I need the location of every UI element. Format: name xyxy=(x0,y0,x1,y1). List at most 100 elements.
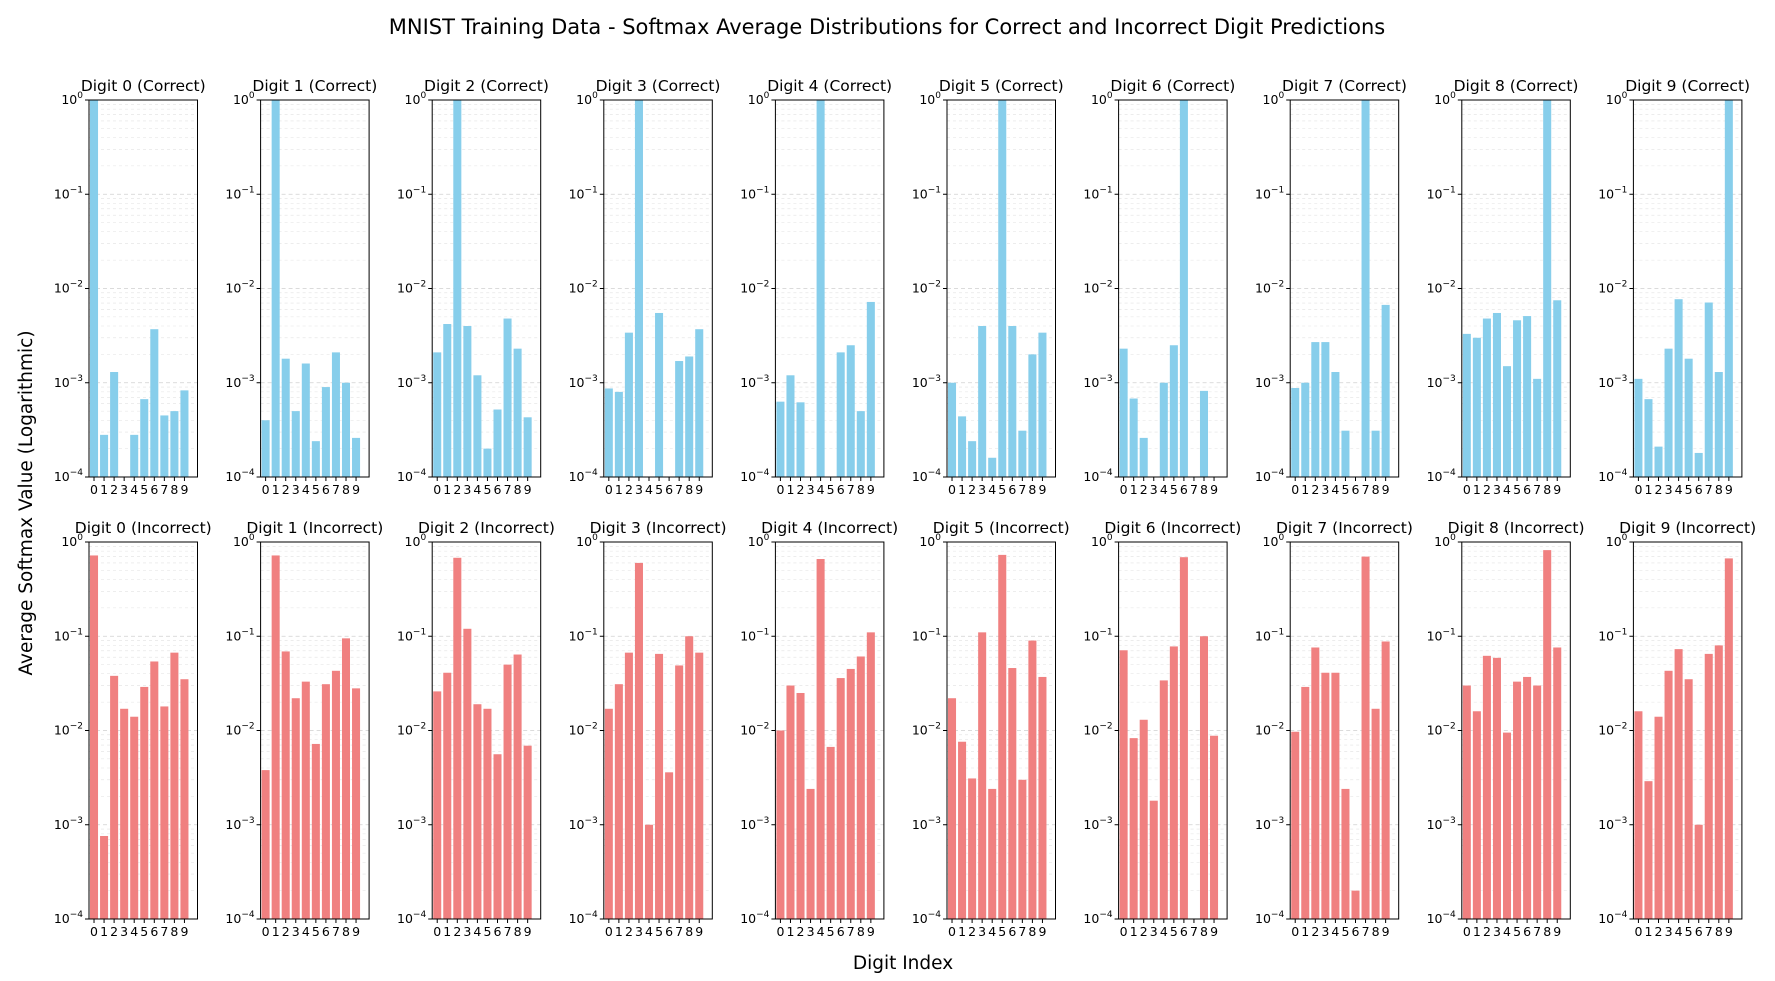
bar-correct-digit-0-index-1 xyxy=(100,434,109,477)
bar-correct-digit-9-index-0 xyxy=(1634,378,1643,477)
bar-incorrect-digit-2-index-0 xyxy=(433,691,442,919)
x-tick-label: 0 xyxy=(433,482,441,497)
y-tick-label: 100 xyxy=(1606,91,1628,107)
x-tick-label: 6 xyxy=(1008,482,1016,497)
bar-incorrect-digit-0-index-5 xyxy=(140,686,149,919)
x-tick-label: 4 xyxy=(988,482,996,497)
x-tick-label: 7 xyxy=(1190,924,1198,939)
bar-incorrect-digit-6-index-9 xyxy=(1210,735,1219,919)
y-tick-label: 10−2 xyxy=(397,280,426,296)
x-tick-label: 5 xyxy=(1513,924,1521,939)
bar-incorrect-digit-1-index-7 xyxy=(331,670,340,919)
bar-incorrect-digit-8-index-9 xyxy=(1553,647,1562,919)
bar-incorrect-digit-5-index-5 xyxy=(998,554,1007,919)
x-tick-label: 8 xyxy=(1372,482,1380,497)
y-tick-label: 10−3 xyxy=(397,816,426,832)
x-tick-label: 0 xyxy=(433,924,441,939)
x-tick-label: 7 xyxy=(675,482,683,497)
x-tick-label: 7 xyxy=(1362,482,1370,497)
x-tick-label: 6 xyxy=(494,482,502,497)
x-tick-label: 0 xyxy=(948,924,956,939)
x-tick-label: 2 xyxy=(968,482,976,497)
x-tick-label: 3 xyxy=(978,924,986,939)
y-tick-label: 10−1 xyxy=(1598,185,1627,201)
x-tick-label: 2 xyxy=(1655,924,1663,939)
x-tick-label: 5 xyxy=(140,924,148,939)
y-tick-label: 10−2 xyxy=(569,280,598,296)
x-tick-label: 5 xyxy=(312,482,320,497)
x-tick-label: 3 xyxy=(1150,924,1158,939)
bar-correct-digit-8-index-9 xyxy=(1553,300,1562,477)
bar-incorrect-digit-0-index-4 xyxy=(130,716,139,919)
x-tick-label: 9 xyxy=(524,924,532,939)
y-tick-label: 10−1 xyxy=(1255,627,1284,643)
bar-incorrect-digit-7-index-5 xyxy=(1341,788,1350,919)
x-tick-label: 5 xyxy=(998,924,1006,939)
x-tick-label: 6 xyxy=(322,482,330,497)
bar-incorrect-digit-0-index-2 xyxy=(110,675,119,919)
y-tick-label: 10−3 xyxy=(397,374,426,390)
bar-incorrect-digit-5-index-6 xyxy=(1008,668,1017,919)
bar-incorrect-digit-3-index-5 xyxy=(655,653,664,919)
bar-incorrect-digit-2-index-4 xyxy=(473,704,482,919)
x-tick-label: 0 xyxy=(90,924,98,939)
bar-incorrect-digit-3-index-2 xyxy=(624,652,633,919)
bar-incorrect-digit-9-index-5 xyxy=(1684,679,1693,919)
x-tick-label: 3 xyxy=(635,924,643,939)
bar-correct-digit-1-index-6 xyxy=(321,387,330,477)
x-tick-label: 9 xyxy=(695,924,703,939)
x-tick-label: 2 xyxy=(625,482,633,497)
y-tick-label: 10−4 xyxy=(740,910,769,926)
y-tick-label: 10−1 xyxy=(54,627,83,643)
bar-correct-digit-2-index-5 xyxy=(483,448,492,477)
bar-incorrect-digit-6-index-3 xyxy=(1149,800,1158,919)
x-tick-label: 0 xyxy=(90,482,98,497)
bar-correct-digit-2-index-3 xyxy=(463,326,472,477)
bar-correct-digit-7-index-7 xyxy=(1361,100,1370,477)
x-tick-label: 8 xyxy=(1372,924,1380,939)
x-tick-label: 5 xyxy=(1341,924,1349,939)
bar-incorrect-digit-9-index-2 xyxy=(1654,716,1663,919)
x-tick-label: 6 xyxy=(1008,924,1016,939)
bar-incorrect-digit-4-index-9 xyxy=(866,632,875,919)
x-tick-label: 4 xyxy=(473,924,481,939)
bar-incorrect-digit-3-index-9 xyxy=(695,652,704,919)
bar-correct-digit-6-index-4 xyxy=(1159,382,1168,477)
x-tick-label: 5 xyxy=(483,924,491,939)
x-tick-label: 2 xyxy=(1140,482,1148,497)
bar-incorrect-digit-2-index-1 xyxy=(443,672,452,919)
x-tick-label: 0 xyxy=(262,924,270,939)
bar-correct-digit-5-index-7 xyxy=(1018,430,1027,477)
y-tick-label: 10−4 xyxy=(1255,468,1284,484)
bar-correct-digit-8-index-7 xyxy=(1533,378,1542,477)
bar-incorrect-digit-1-index-4 xyxy=(301,681,310,919)
y-tick-label: 10−4 xyxy=(1427,910,1456,926)
bar-incorrect-digit-1-index-3 xyxy=(291,698,300,919)
bar-correct-digit-9-index-3 xyxy=(1664,348,1673,477)
x-tick-label: 8 xyxy=(857,924,865,939)
bar-incorrect-digit-5-index-4 xyxy=(988,788,997,919)
y-tick-label: 10−1 xyxy=(569,627,598,643)
x-tick-label: 2 xyxy=(625,924,633,939)
x-tick-label: 6 xyxy=(837,482,845,497)
y-tick-label: 10−4 xyxy=(397,910,426,926)
bar-correct-digit-1-index-0 xyxy=(261,420,270,477)
x-tick-label: 0 xyxy=(605,482,613,497)
bar-correct-digit-2-index-9 xyxy=(523,417,532,477)
y-tick-label: 10−1 xyxy=(1427,627,1456,643)
bar-correct-digit-1-index-3 xyxy=(291,411,300,477)
subplot-title: Digit 1 (Incorrect) xyxy=(246,519,383,537)
bar-incorrect-digit-4-index-4 xyxy=(816,559,825,919)
x-tick-label: 3 xyxy=(463,482,471,497)
x-tick-label: 9 xyxy=(1382,924,1390,939)
subplot-title: Digit 3 (Incorrect) xyxy=(590,519,727,537)
x-tick-label: 4 xyxy=(1160,924,1168,939)
y-tick-label: 10−4 xyxy=(912,468,941,484)
x-tick-label: 4 xyxy=(1331,482,1339,497)
x-tick-label: 3 xyxy=(1493,482,1501,497)
x-tick-label: 0 xyxy=(605,924,613,939)
bar-incorrect-digit-6-index-1 xyxy=(1129,738,1138,919)
x-tick-label: 5 xyxy=(998,482,1006,497)
y-tick-label: 10−1 xyxy=(225,185,254,201)
